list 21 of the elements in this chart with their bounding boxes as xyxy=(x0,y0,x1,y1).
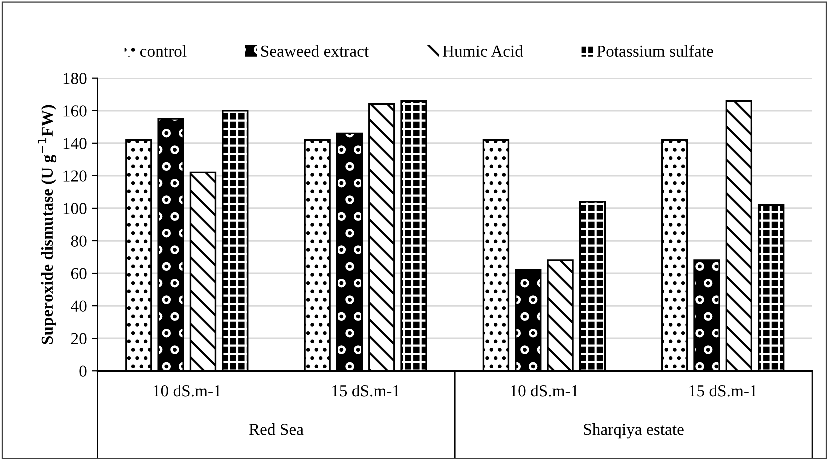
text: Sharqiya estate xyxy=(584,424,684,439)
x-tick-label: 15 dS.m-1 xyxy=(690,384,757,397)
y-tick-label: 180 xyxy=(64,73,87,84)
y-tick-label: 80 xyxy=(71,236,87,247)
y-axis-title: Superoxide dismutase (U g$^{−1}$FW) xyxy=(38,105,57,344)
legend-label: control xyxy=(140,45,187,58)
legend-label: Potassium sulfate xyxy=(597,45,714,58)
text: Red Sea xyxy=(249,424,304,436)
y-tick-label: 120 xyxy=(64,170,87,182)
legend-label: Humic Acid xyxy=(442,45,524,58)
x-tick-label: 15 dS.m-1 xyxy=(332,384,400,397)
x-tick-label: 10 dS.m-1 xyxy=(511,384,578,397)
y-tick-label: 0 xyxy=(80,366,87,378)
y-tick-label: 160 xyxy=(64,106,87,117)
y-tick-label: 20 xyxy=(71,333,87,345)
y-tick-label: 140 xyxy=(64,138,87,150)
y-tick-label: 60 xyxy=(71,268,87,280)
y-tick-label: 100 xyxy=(64,203,87,214)
legend-label: Seaweed extract xyxy=(262,45,370,58)
y-tick-label: 40 xyxy=(71,300,87,312)
x-tick-label: 10 dS.m-1 xyxy=(154,384,221,397)
